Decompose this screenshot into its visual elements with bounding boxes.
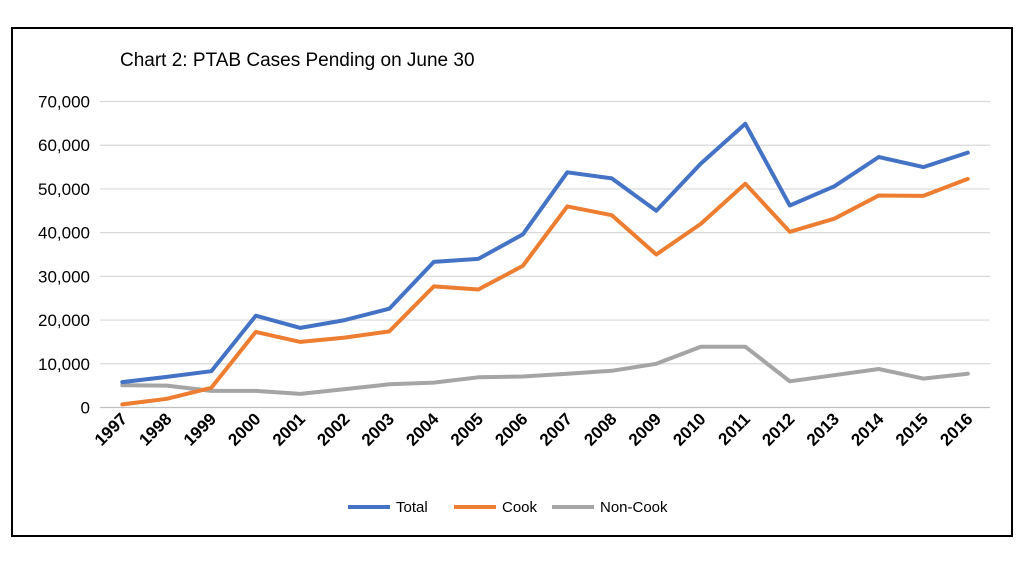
legend-label-cook: Cook [502,499,538,516]
y-tick-label: 40,000 [38,224,90,243]
x-tick-label: 2016 [936,409,976,449]
chart-title: Chart 2: PTAB Cases Pending on June 30 [120,50,475,71]
x-tick-label: 2003 [358,409,398,449]
y-tick-label: 0 [81,399,90,418]
y-tick-label: 70,000 [38,93,90,112]
x-tick-label: 2001 [269,409,309,449]
x-tick-label: 1999 [180,409,220,449]
x-tick-label: 2011 [715,409,755,449]
x-tick-label: 2012 [758,409,798,449]
x-tick-label: 2013 [803,409,843,449]
series-line-cook [120,176,970,407]
legend-label-total: Total [396,499,428,516]
x-tick-label: 2008 [580,409,620,449]
x-tick-label: 1997 [91,409,131,449]
y-axis-ticks: 0 10,000 20,000 30,000 40,000 50,000 60,000 70,… [38,93,90,418]
x-tick-label: 2006 [491,409,531,449]
y-tick-label: 50,000 [38,180,90,199]
x-tick-label: 2004 [402,409,443,450]
y-tick-label: 60,000 [38,136,90,155]
legend: Total Cook Non-Cook [348,499,668,516]
x-tick-label: 2000 [224,409,264,449]
x-tick-label: 2002 [313,409,353,449]
gridlines [100,100,990,409]
x-tick-label: 1998 [135,409,175,449]
y-tick-label: 30,000 [38,267,90,286]
series-line-non-cook [120,344,970,396]
legend-label-non-cook: Non-Cook [600,499,668,516]
y-tick-label: 20,000 [38,311,90,330]
series-lines [120,121,970,407]
y-tick-label: 10,000 [38,355,90,374]
chart-frame [11,27,1013,537]
x-axis-ticks: 1997 1998 1999 2000 2001 2002 2003 2004 2005 2006… [91,409,977,450]
series-line-total [120,121,970,385]
x-tick-label: 2009 [625,409,665,449]
x-tick-label: 2007 [536,409,576,449]
x-tick-label: 2010 [669,409,709,449]
x-tick-label: 2015 [892,409,932,449]
x-tick-label: 2014 [847,409,888,450]
x-tick-label: 2005 [447,409,487,449]
